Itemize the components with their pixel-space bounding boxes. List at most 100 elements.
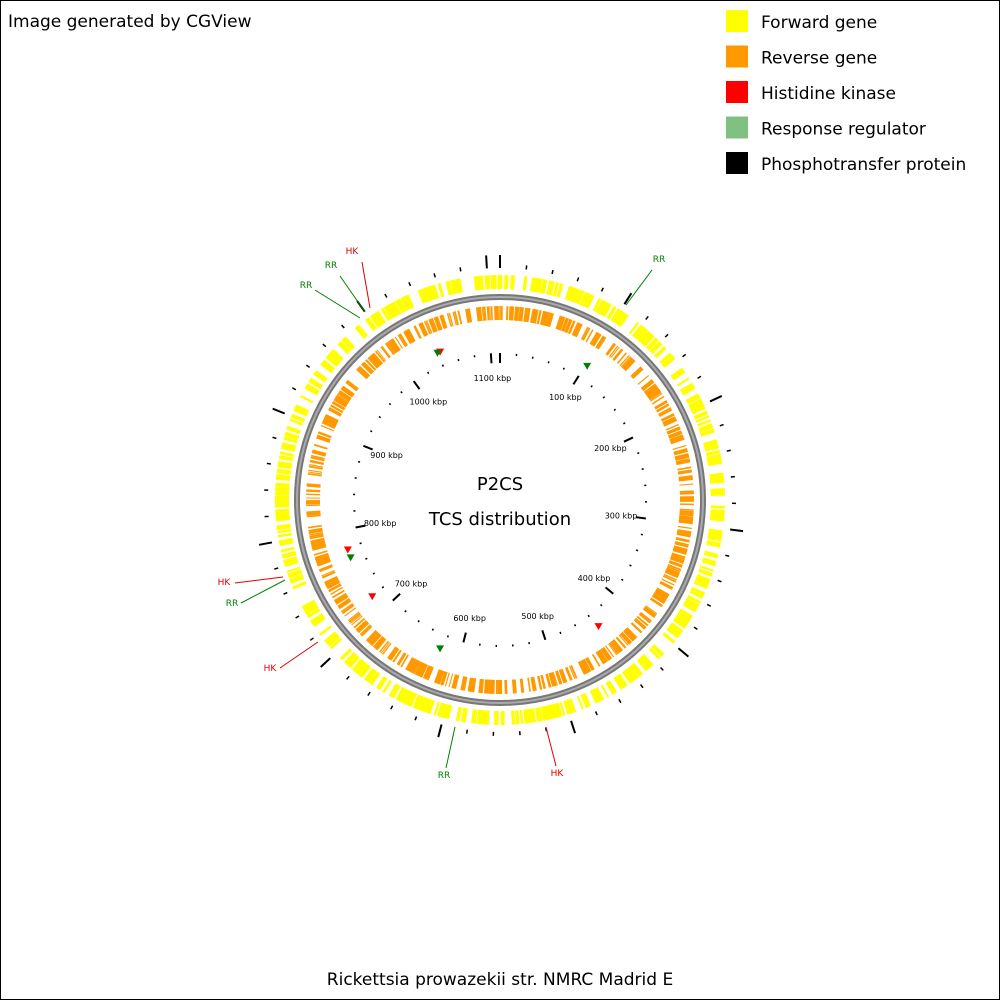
reverse-gene <box>406 657 416 672</box>
forward-gene <box>382 679 392 694</box>
reverse-gene <box>666 426 681 435</box>
reverse-gene <box>462 676 468 691</box>
forward-gene <box>522 276 528 291</box>
reverse-gene <box>605 645 615 658</box>
forward-gene <box>404 294 415 309</box>
outer-tick <box>465 729 469 734</box>
reverse-gene <box>435 316 443 331</box>
reverse-gene <box>607 643 618 656</box>
reverse-gene <box>486 306 490 321</box>
reverse-gene <box>518 307 522 322</box>
reverse-gene <box>367 356 380 369</box>
reverse-gene <box>623 358 635 371</box>
reverse-gene <box>593 333 602 347</box>
reverse-gene <box>310 456 325 462</box>
outer-tick <box>485 255 488 269</box>
forward-gene <box>329 349 344 363</box>
forward-gene <box>355 661 368 675</box>
reverse-gene <box>674 540 689 546</box>
scale-tick <box>541 629 547 641</box>
forward-gene <box>324 631 338 643</box>
reverse-gene <box>658 407 671 415</box>
forward-gene <box>363 667 376 682</box>
forward-gene <box>338 340 352 354</box>
forward-gene <box>275 486 290 492</box>
reverse-gene <box>309 531 324 536</box>
reverse-gene <box>313 443 328 450</box>
reverse-gene <box>468 308 473 323</box>
scale-tick <box>357 460 361 463</box>
reverse-gene <box>365 359 377 371</box>
forward-gene <box>705 449 721 457</box>
scale-label: 200 kbp <box>594 444 627 453</box>
forward-gene <box>581 692 591 708</box>
reverse-gene <box>316 436 330 443</box>
reverse-gene <box>373 636 384 649</box>
scale-tick <box>365 557 368 560</box>
reverse-gene <box>675 454 690 461</box>
scale-tick <box>431 628 434 631</box>
outer-tick <box>717 579 722 583</box>
reverse-gene <box>465 308 472 323</box>
feature-label: RR <box>438 771 451 781</box>
reverse-gene <box>679 510 694 513</box>
reverse-gene <box>322 419 337 428</box>
reverse-gene <box>325 578 340 588</box>
reverse-gene <box>552 671 558 686</box>
forward-gene <box>540 706 549 721</box>
reverse-gene <box>488 679 491 694</box>
reverse-gene <box>490 306 493 321</box>
forward-gene <box>321 359 336 372</box>
forward-gene <box>293 405 309 416</box>
forward-gene <box>580 292 591 307</box>
reverse-gene <box>396 652 407 666</box>
scale-tick <box>623 422 626 425</box>
reverse-gene <box>413 661 421 675</box>
reverse-gene <box>390 338 401 352</box>
outer-tick <box>719 423 724 427</box>
reverse-gene <box>679 515 694 519</box>
reverse-gene <box>405 329 415 344</box>
scale-tick <box>372 572 376 575</box>
outer-tick <box>274 567 279 570</box>
forward-gene <box>471 709 476 724</box>
forward-gene <box>701 558 717 567</box>
reverse-gene <box>666 567 680 575</box>
forward-gene <box>480 275 484 290</box>
reverse-gene <box>315 556 330 563</box>
forward-gene <box>278 537 294 545</box>
forward-gene <box>325 633 339 645</box>
reverse-gene <box>452 674 460 689</box>
reverse-gene <box>579 660 588 674</box>
forward-gene <box>702 557 717 564</box>
reverse-gene <box>664 569 679 579</box>
forward-gene <box>556 283 564 298</box>
reverse-gene <box>307 471 322 475</box>
tcs-marker <box>436 645 445 653</box>
forward-gene <box>304 604 319 616</box>
reverse-gene <box>636 615 649 627</box>
forward-gene <box>277 461 293 468</box>
forward-gene <box>638 330 652 345</box>
reverse-gene <box>676 530 692 536</box>
feature-leader <box>361 261 371 309</box>
forward-gene <box>427 286 435 301</box>
reverse-gene <box>337 391 351 402</box>
feature-leader <box>314 289 361 319</box>
reverse-gene <box>306 514 321 518</box>
forward-gene <box>668 624 682 635</box>
reverse-gene <box>595 335 606 349</box>
forward-gene <box>313 372 327 383</box>
reverse-gene <box>667 430 682 438</box>
reverse-gene <box>337 393 350 403</box>
reverse-gene <box>483 679 489 694</box>
reverse-gene <box>526 308 531 323</box>
scale-tick <box>355 524 366 529</box>
forward-gene <box>303 603 318 613</box>
forward-gene <box>534 707 542 722</box>
scale-label: 1000 kbp <box>409 397 447 406</box>
scale: 100 kbp 200 kbp 300 kbp 400 kbp 500 kbp 600 k… <box>343 348 647 653</box>
reverse-gene <box>673 448 688 454</box>
feature-leader <box>339 275 366 313</box>
forward-gene <box>659 352 673 365</box>
